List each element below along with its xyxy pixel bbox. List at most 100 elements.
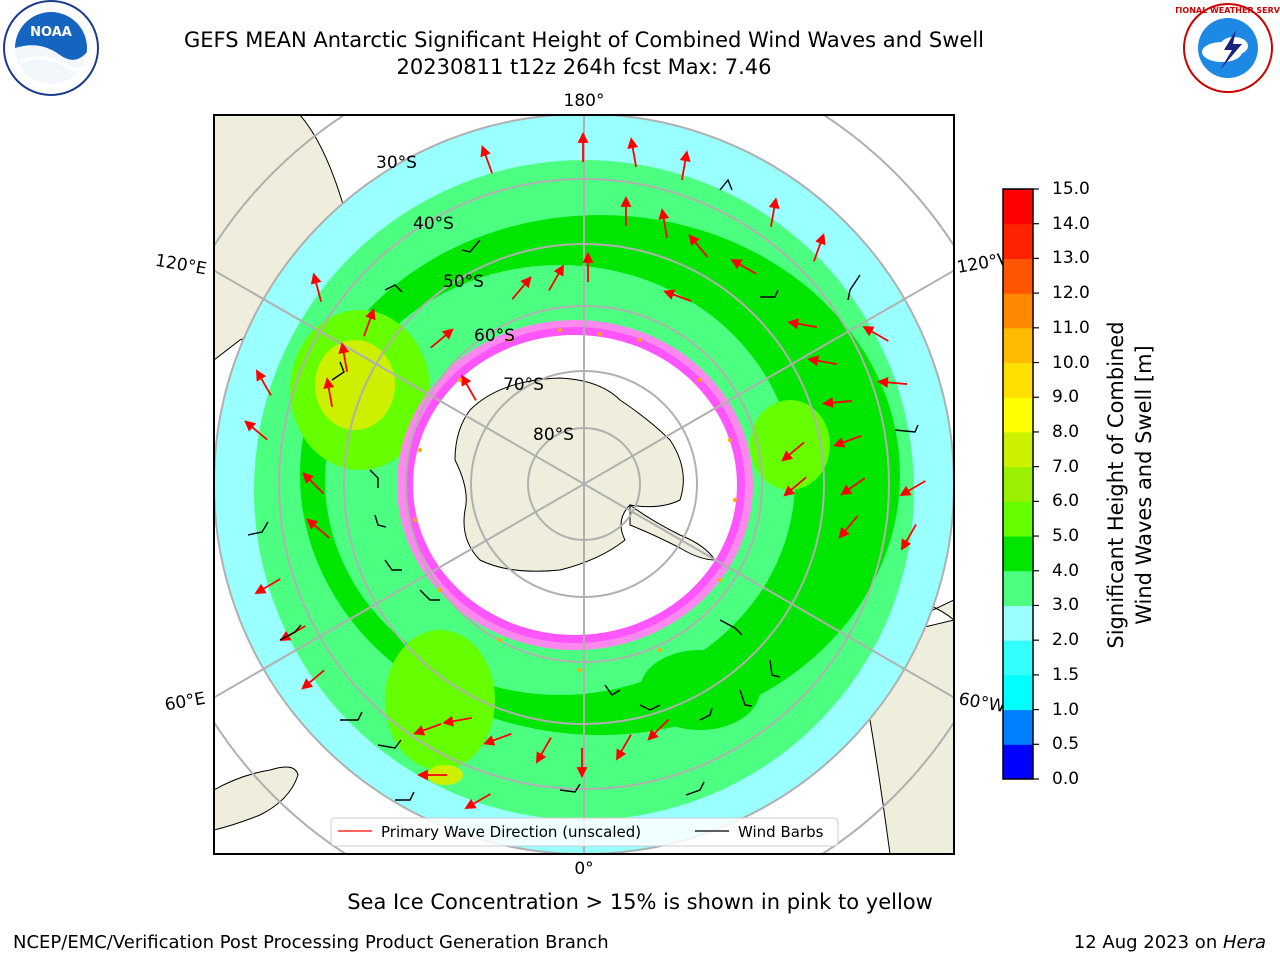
wave-arrow bbox=[576, 748, 588, 779]
wind-barb bbox=[639, 704, 661, 711]
colorbar-tick-label: 5.0 bbox=[1052, 526, 1080, 547]
chart-title: GEFS MEAN Antarctic Significant Height o… bbox=[183, 28, 985, 52]
colorbar-frame bbox=[1002, 188, 1034, 780]
wave-arrow bbox=[768, 197, 780, 227]
wave-arrow bbox=[338, 342, 350, 372]
wind-barbs bbox=[247, 178, 919, 801]
colorbar-tick-label: 10.0 bbox=[1052, 352, 1090, 373]
wave-arrow bbox=[460, 374, 477, 401]
colorbar-tick-label: 12.0 bbox=[1052, 283, 1090, 304]
colorbar-title-line1: Significant Height of Combined bbox=[1104, 321, 1128, 649]
colorbar bbox=[1002, 188, 1039, 780]
wind-barb bbox=[395, 791, 415, 801]
wave-arrow bbox=[679, 150, 691, 180]
wave-arrows bbox=[244, 131, 926, 810]
colorbar-segment bbox=[1003, 536, 1033, 572]
wind-barb bbox=[760, 289, 779, 298]
wave-arrow bbox=[442, 715, 472, 727]
colorbar-segment bbox=[1003, 223, 1033, 259]
wind-barb bbox=[559, 783, 581, 793]
wave-arrow bbox=[899, 480, 926, 497]
wave-arrow bbox=[301, 669, 325, 690]
colorbar-tick-label: 7.0 bbox=[1052, 456, 1080, 477]
colorbar-tick-label: 9.0 bbox=[1052, 387, 1080, 408]
wave-arrow bbox=[535, 737, 552, 764]
wave-arrow bbox=[302, 472, 325, 495]
lon-label-0: 0° bbox=[574, 859, 593, 879]
colorbar-segment bbox=[1003, 189, 1033, 225]
colorbar-tick-label: 11.0 bbox=[1052, 317, 1090, 338]
wave-arrow bbox=[877, 376, 908, 388]
wind-barb bbox=[769, 659, 781, 678]
wave-arrow bbox=[783, 476, 807, 497]
wind-barb bbox=[419, 589, 440, 601]
wave-arrow bbox=[813, 233, 826, 262]
wind-barb bbox=[847, 274, 861, 301]
wind-barb bbox=[340, 711, 363, 721]
footer-machine: Hera bbox=[1222, 932, 1266, 953]
colorbar-tick-label: 1.0 bbox=[1052, 699, 1080, 720]
colorbar-segment bbox=[1003, 431, 1033, 468]
colorbar-tick-label: 13.0 bbox=[1052, 248, 1090, 269]
sea-ice-marginal-dots bbox=[413, 328, 737, 672]
colorbar-segment bbox=[1003, 744, 1033, 780]
lon-label-180: 180° bbox=[564, 91, 605, 111]
wave-arrow bbox=[548, 264, 565, 291]
wind-barb bbox=[331, 361, 345, 381]
colorbar-segment bbox=[1003, 709, 1033, 745]
wind-barb bbox=[461, 239, 481, 253]
wind-barb bbox=[719, 619, 743, 636]
colorbar-segment bbox=[1003, 640, 1033, 676]
colorbar-tick-label: 1.5 bbox=[1052, 664, 1080, 685]
wave-arrow bbox=[807, 355, 837, 367]
wave-arrow bbox=[781, 441, 805, 462]
footer-date: 12 Aug 2023 on Hera bbox=[1074, 932, 1266, 953]
wind-barb bbox=[374, 514, 387, 528]
wave-arrow bbox=[840, 477, 866, 496]
lon-label-60e: 60°E bbox=[163, 689, 207, 716]
wind-barb bbox=[894, 424, 919, 433]
wave-arrow bbox=[822, 397, 853, 409]
wave-arrow bbox=[464, 793, 491, 810]
wave-arrow bbox=[688, 234, 709, 258]
wave-arrow bbox=[244, 420, 268, 441]
wave-arrow bbox=[833, 435, 862, 448]
wind-barb bbox=[279, 624, 302, 641]
wind-barb bbox=[377, 739, 402, 749]
colorbar-tick-label: 0.0 bbox=[1052, 769, 1080, 789]
footer-date-text: 12 Aug 2023 on bbox=[1073, 932, 1223, 953]
colorbar-title-line2: Wind Waves and Swell [m] bbox=[1132, 345, 1156, 625]
wave-arrow bbox=[620, 195, 632, 226]
colorbar-tick-label: 8.0 bbox=[1052, 421, 1080, 442]
chart-subtitle: 20230811 t12z 264h fcst Max: 7.46 bbox=[396, 55, 772, 79]
lat-label-70: 70°S bbox=[503, 375, 544, 395]
nws-logo: NATIONAL WEATHER SERVICE bbox=[1162, 0, 1280, 104]
wind-barb bbox=[739, 689, 753, 707]
wave-arrow bbox=[363, 308, 376, 337]
wind-barb bbox=[699, 707, 713, 721]
wave-arrow bbox=[254, 578, 281, 595]
lat-label-60: 60°S bbox=[474, 326, 515, 346]
wave-arrow bbox=[323, 377, 335, 407]
colorbar-tick-label: 4.0 bbox=[1052, 560, 1080, 581]
wave-arrow bbox=[582, 251, 594, 282]
wind-barb bbox=[384, 559, 402, 571]
legend-wave-label: Primary Wave Direction (unscaled) bbox=[381, 823, 641, 841]
colorbar-segment bbox=[1003, 362, 1033, 398]
wave-arrow bbox=[255, 369, 272, 396]
lon-label-60w: 60°W bbox=[957, 689, 1007, 717]
wave-arrow bbox=[730, 258, 757, 275]
colorbar-segment bbox=[1003, 327, 1033, 364]
wave-arrow bbox=[416, 769, 447, 781]
colorbar-tick-label: 0.5 bbox=[1052, 734, 1080, 755]
colorbar-title: Significant Height of Combined Wind Wave… bbox=[1102, 275, 1158, 695]
svg-text:NOAA: NOAA bbox=[30, 25, 72, 40]
colorbar-tick-label: 6.0 bbox=[1052, 491, 1080, 512]
lat-label-30: 30°S bbox=[376, 153, 417, 173]
lat-label-40: 40°S bbox=[413, 214, 454, 234]
wave-arrow bbox=[658, 208, 670, 238]
colorbar-segment bbox=[1003, 397, 1033, 433]
wave-arrow bbox=[413, 723, 442, 736]
